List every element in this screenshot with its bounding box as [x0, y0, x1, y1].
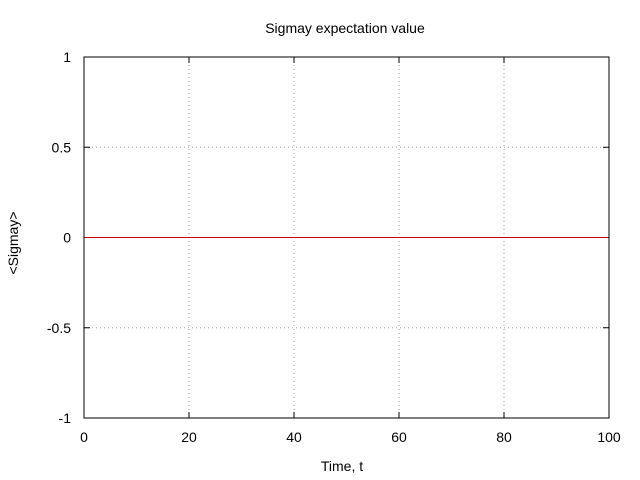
y-tick-labels: -1 -0.5 0 0.5 1: [47, 49, 71, 426]
chart-title: Sigmay expectation value: [265, 20, 425, 36]
x-tick-label: 0: [80, 429, 88, 445]
y-tick-label: 0.5: [52, 139, 72, 155]
plot-frame: [83, 56, 610, 419]
x-tick-label: 100: [597, 429, 621, 445]
y-tick-label: 1: [63, 49, 71, 65]
x-tick-label: 80: [496, 429, 512, 445]
y-tick-label: 0: [63, 230, 71, 246]
y-axis-label: <Sigmay>: [5, 211, 21, 274]
x-tick-labels: 0 20 40 60 80 100: [80, 429, 621, 445]
x-tick-label: 40: [286, 429, 302, 445]
x-tick-label: 20: [181, 429, 197, 445]
y-tick-label: -0.5: [47, 320, 71, 336]
x-axis-label: Time, t: [321, 458, 363, 474]
x-tick-label: 60: [391, 429, 407, 445]
y-tick-label: -1: [59, 410, 72, 426]
